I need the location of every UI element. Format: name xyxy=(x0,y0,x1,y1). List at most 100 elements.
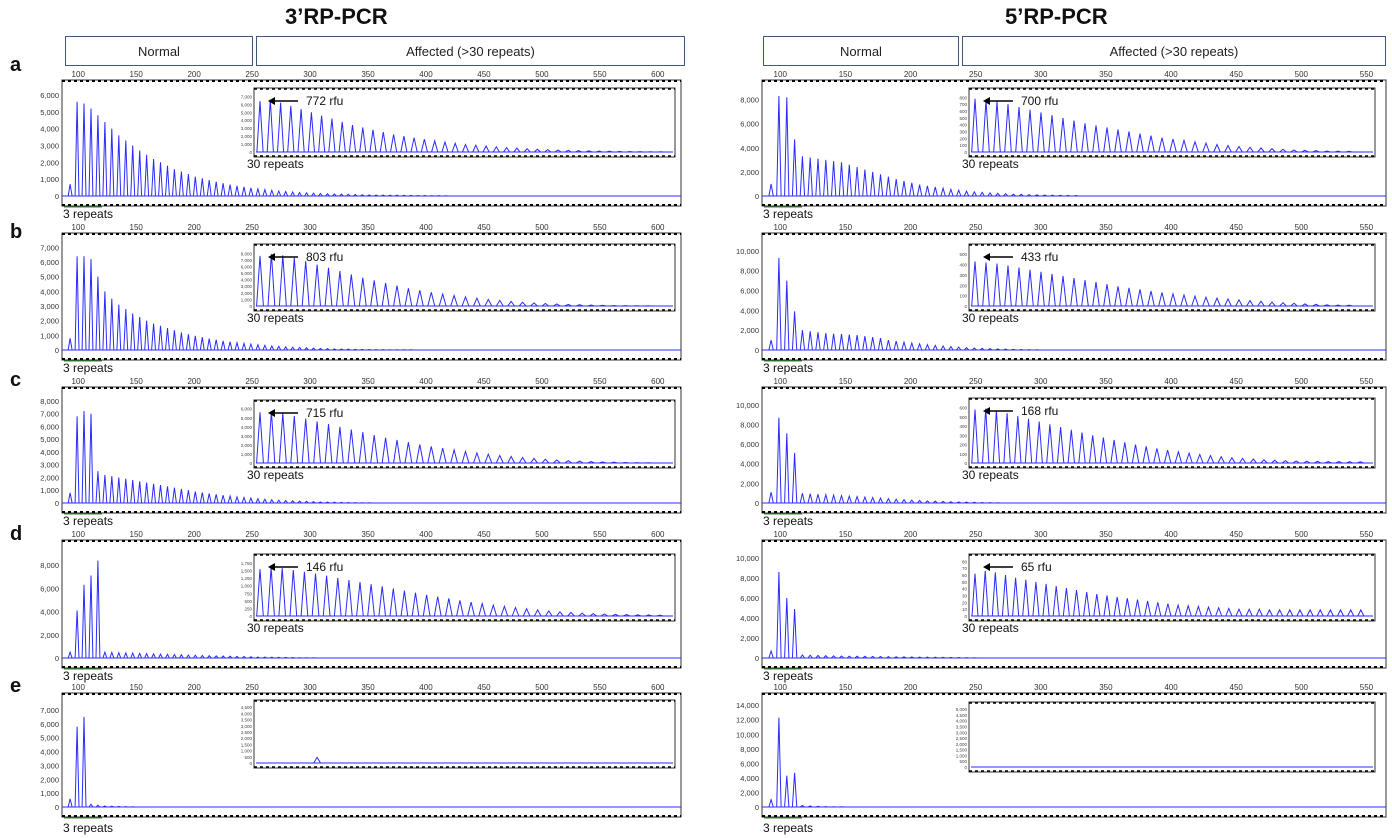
x-tick-label: 350 xyxy=(1099,530,1113,539)
x-tick-label: 400 xyxy=(1164,683,1178,692)
inset-y-tick-label: 40 xyxy=(962,587,968,592)
electropherogram-panel: 100 150 200 250 300 350 400 450 500 550 600 0 1,000 2… xyxy=(40,70,682,221)
inset-repeats-label: 30 repeats xyxy=(247,311,304,325)
repeats-label: 3 repeats xyxy=(763,361,813,375)
x-tick-label: 400 xyxy=(1164,70,1178,79)
inset-repeats-label: 30 repeats xyxy=(247,468,304,482)
y-tick-label: 4,000 xyxy=(40,125,59,134)
y-tick-label: 4,000 xyxy=(40,608,59,617)
inset-y-tick-label: 250 xyxy=(244,606,252,611)
repeats-label: 3 repeats xyxy=(63,821,113,835)
x-tick-label: 600 xyxy=(651,70,665,79)
x-tick-label: 300 xyxy=(1034,530,1048,539)
inset-y-tick-label: 300 xyxy=(959,273,967,278)
trace-peaks xyxy=(768,95,1079,197)
inset-y-tick-label: 400 xyxy=(959,123,967,128)
x-tick-label: 300 xyxy=(303,223,317,232)
inset-trace-peaks xyxy=(256,567,664,617)
inset-y-tick-label: 1,500 xyxy=(956,748,968,753)
repeats-label: 3 repeats xyxy=(63,207,113,221)
inset-y-tick-label: 0 xyxy=(964,304,967,309)
inset-frame xyxy=(968,243,1376,312)
x-tick-label: 250 xyxy=(245,377,259,386)
x-tick-label: 450 xyxy=(477,223,491,232)
y-tick-label: 0 xyxy=(55,654,59,663)
repeats-label: 3 repeats xyxy=(763,669,813,683)
inset-y-tick-label: 3,000 xyxy=(241,724,253,729)
y-tick-label: 14,000 xyxy=(736,701,759,710)
inset-y-tick-label: 1,750 xyxy=(241,561,253,566)
y-tick-label: 2,000 xyxy=(40,775,59,784)
x-tick-label: 450 xyxy=(477,530,491,539)
x-tick-label: 250 xyxy=(245,683,259,692)
x-tick-label: 200 xyxy=(904,683,918,692)
x-tick-label: 500 xyxy=(1295,530,1309,539)
y-tick-label: 10,000 xyxy=(736,247,759,256)
inset-repeats-label: 30 repeats xyxy=(962,311,1019,325)
inset-y-tick-label: 500 xyxy=(959,415,967,420)
repeats-label: 3 repeats xyxy=(763,514,813,528)
y-tick-label: 6,000 xyxy=(740,120,759,129)
peak-rfu-label: 146 rfu xyxy=(306,560,343,574)
inset-panel: 0 100 200 300 400 500 600 168 rfu 30 repeats xyxy=(959,397,1376,482)
x-tick-label: 350 xyxy=(361,70,375,79)
inset-y-tick-label: 400 xyxy=(959,424,967,429)
inset-y-tick-label: 8,000 xyxy=(241,251,253,256)
y-tick-label: 8,000 xyxy=(740,267,759,276)
y-tick-label: 5,000 xyxy=(40,734,59,743)
row-label: b xyxy=(10,221,23,243)
x-tick-label: 300 xyxy=(303,70,317,79)
inset-y-tick-label: 750 xyxy=(244,591,252,596)
plot-frame xyxy=(61,79,682,207)
inset-y-tick-label: 700 xyxy=(959,102,967,107)
row-label: a xyxy=(10,54,22,76)
arrow-head xyxy=(268,563,275,571)
inset-y-tick-label: 400 xyxy=(959,263,967,268)
x-tick-label: 200 xyxy=(187,70,201,79)
y-tick-label: 1,000 xyxy=(40,175,59,184)
inset-y-tick-label: 0 xyxy=(249,461,252,466)
electropherogram-panel: 100 150 200 250 300 350 400 450 500 550 0 2,000 4,00… xyxy=(736,223,1387,375)
y-tick-label: 3,000 xyxy=(40,302,59,311)
trace-peaks xyxy=(768,571,977,659)
inset-repeats-label: 30 repeats xyxy=(962,157,1019,171)
peak-rfu-label: 715 rfu xyxy=(306,406,343,420)
inset-y-tick-label: 100 xyxy=(959,294,967,299)
inset-y-tick-label: 500 xyxy=(959,116,967,121)
x-tick-label: 500 xyxy=(1295,377,1309,386)
inset-y-tick-label: 100 xyxy=(959,452,967,457)
y-tick-label: 5,000 xyxy=(40,273,59,282)
x-tick-label: 350 xyxy=(361,530,375,539)
x-tick-label: 250 xyxy=(969,683,983,692)
y-tick-label: 1,000 xyxy=(40,789,59,798)
x-tick-label: 350 xyxy=(361,223,375,232)
inset-y-tick-label: 500 xyxy=(244,599,252,604)
inset-panel: 0 250 500 750 1,000 1,250 1,500 1,750 146 rfu 30 … xyxy=(241,553,676,635)
inset-y-tick-label: 3,000 xyxy=(241,126,253,131)
x-tick-label: 400 xyxy=(1164,223,1178,232)
x-tick-label: 450 xyxy=(1230,377,1244,386)
inset-y-tick-label: 10 xyxy=(962,607,968,612)
inset-y-tick-label: 600 xyxy=(959,109,967,114)
y-tick-label: 2,000 xyxy=(40,473,59,482)
inset-y-tick-label: 800 xyxy=(959,95,967,100)
y-tick-label: 4,000 xyxy=(740,460,759,469)
peak-rfu-label: 168 rfu xyxy=(1021,404,1058,418)
x-tick-label: 400 xyxy=(419,70,433,79)
electropherogram-panel: 100 150 200 250 300 350 400 450 500 550 600 0 1,000 2… xyxy=(40,683,682,835)
y-tick-label: 8,000 xyxy=(40,397,59,406)
inset-repeats-label: 30 repeats xyxy=(247,157,304,171)
x-tick-label: 350 xyxy=(361,683,375,692)
inset-y-tick-label: 1,250 xyxy=(241,576,253,581)
y-tick-label: 3,000 xyxy=(40,142,59,151)
x-tick-label: 600 xyxy=(651,377,665,386)
x-tick-label: 450 xyxy=(1230,530,1244,539)
x-tick-label: 100 xyxy=(774,70,788,79)
x-tick-label: 200 xyxy=(187,377,201,386)
x-tick-label: 150 xyxy=(130,223,144,232)
y-tick-label: 4,000 xyxy=(40,287,59,296)
inset-y-tick-label: 0 xyxy=(964,461,967,466)
repeats-label: 3 repeats xyxy=(63,361,113,375)
